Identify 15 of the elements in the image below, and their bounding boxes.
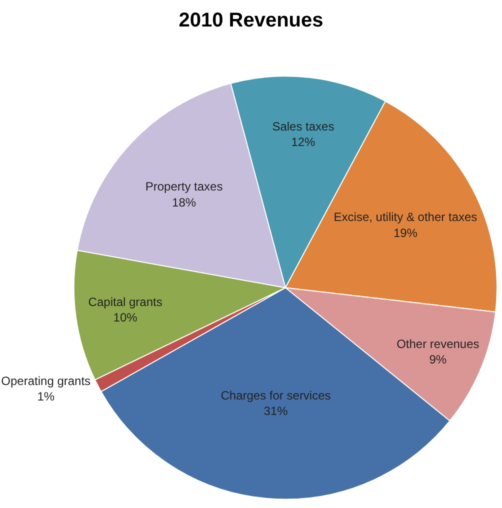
data-label: 9% [429,352,447,367]
slice-label: Sales taxes [272,119,334,134]
slice-label: Operating grants [1,374,91,388]
data-label: 12% [291,134,316,149]
data-label: 31% [264,404,288,418]
data-label: 18% [172,195,196,210]
data-label: 10% [113,310,138,324]
chart-title: 2010 Revenues [178,10,324,32]
slice-label: Property taxes [145,180,223,194]
slice-label: Excise, utility & other taxes [334,210,478,224]
slice-label: Capital grants [88,294,162,309]
data-label: 1% [37,390,55,404]
slice-label: Other revenues [396,337,480,352]
slice-label: Charges for services [220,388,331,402]
data-label: 19% [393,226,418,240]
